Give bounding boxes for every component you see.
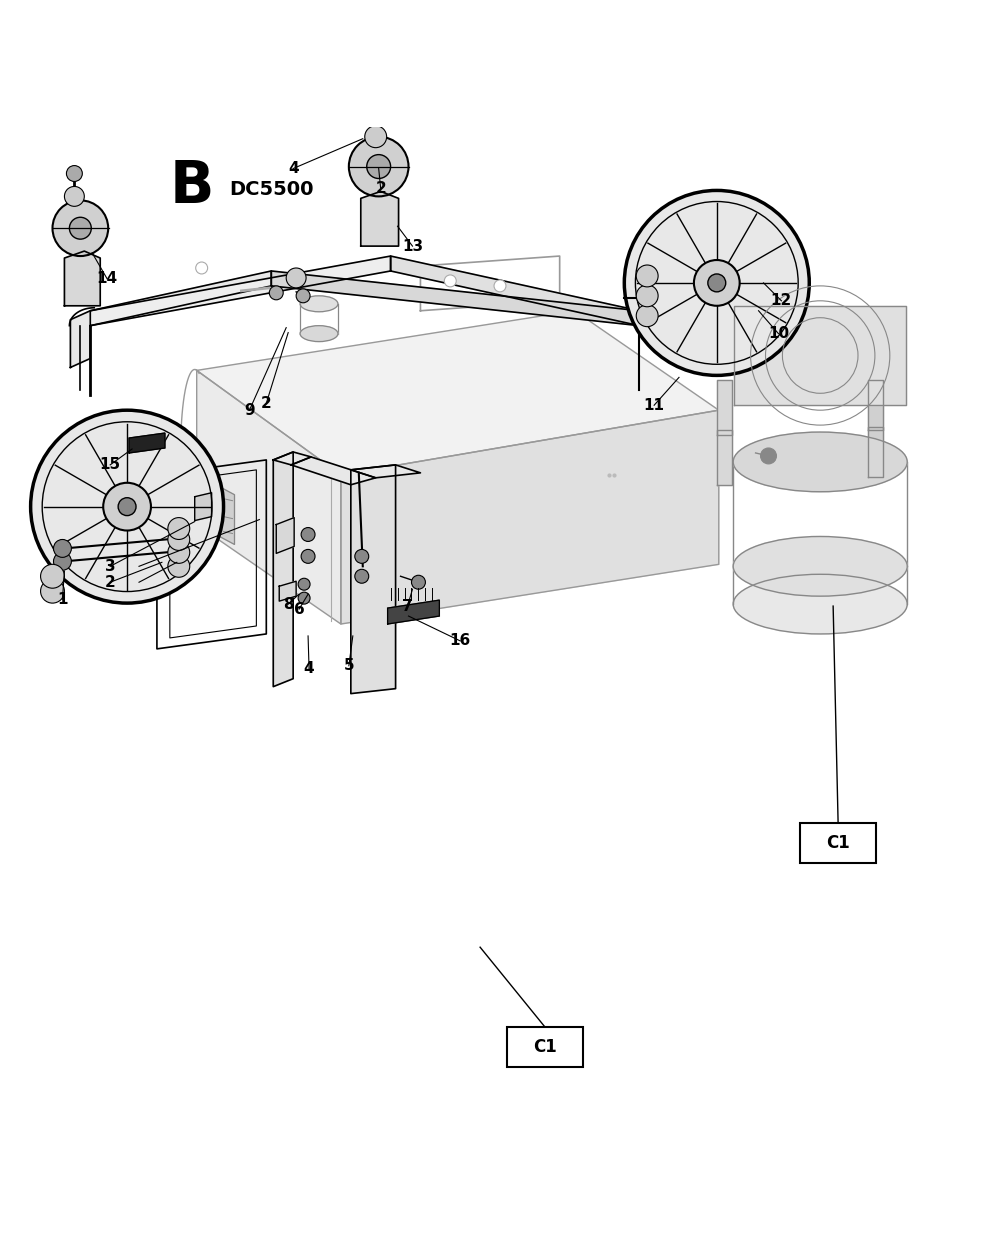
Circle shape [636,265,658,287]
Circle shape [41,564,64,588]
Text: 8: 8 [283,597,293,612]
Text: 3: 3 [105,559,115,574]
Text: B: B [169,158,214,215]
Circle shape [168,529,190,550]
Text: 12: 12 [771,293,792,308]
Polygon shape [351,466,420,478]
Circle shape [349,137,409,196]
Bar [800,822,876,862]
Circle shape [103,483,151,530]
Circle shape [708,275,726,292]
Text: C1: C1 [533,1037,557,1056]
Polygon shape [273,452,311,466]
Circle shape [301,549,315,563]
Text: 6: 6 [294,602,304,617]
Circle shape [118,498,136,515]
Circle shape [53,539,71,558]
Text: 10: 10 [768,326,789,341]
Polygon shape [271,271,639,326]
Text: 15: 15 [100,457,121,473]
Polygon shape [734,306,906,406]
Text: 2: 2 [375,181,386,196]
Polygon shape [351,466,396,694]
Ellipse shape [300,326,338,342]
Circle shape [69,217,91,240]
Circle shape [355,549,369,563]
Circle shape [367,105,385,122]
Ellipse shape [733,432,907,492]
Ellipse shape [733,574,907,634]
Polygon shape [388,600,439,624]
Circle shape [64,186,84,206]
Circle shape [444,275,456,287]
Text: 5: 5 [344,658,354,673]
Text: 2: 2 [105,575,116,590]
Polygon shape [279,582,296,602]
Text: 4: 4 [288,161,298,176]
Polygon shape [341,411,719,624]
Polygon shape [195,493,212,520]
Circle shape [31,411,224,603]
Text: 4: 4 [304,661,314,676]
Bar [507,1027,583,1067]
Text: 1: 1 [57,592,68,607]
Circle shape [168,518,190,539]
Polygon shape [868,381,883,431]
Text: DC5500: DC5500 [229,180,314,198]
Polygon shape [90,256,391,326]
Text: 14: 14 [97,271,118,287]
Circle shape [53,553,71,570]
Polygon shape [717,431,732,484]
Polygon shape [197,371,341,624]
Circle shape [355,569,369,583]
Circle shape [196,262,208,275]
Circle shape [494,280,506,292]
Polygon shape [70,271,271,367]
Polygon shape [220,487,234,544]
Polygon shape [361,191,399,246]
Ellipse shape [733,537,907,597]
Circle shape [298,578,310,590]
Circle shape [66,166,82,181]
Polygon shape [64,251,100,306]
Circle shape [298,593,310,604]
Circle shape [168,542,190,563]
Circle shape [52,201,108,256]
Circle shape [286,268,306,288]
Circle shape [761,448,776,464]
Polygon shape [129,433,165,453]
Circle shape [367,155,391,178]
Polygon shape [273,452,293,686]
Circle shape [365,126,387,147]
Text: 16: 16 [450,634,471,649]
Text: 13: 13 [402,238,423,253]
Circle shape [296,288,310,303]
Circle shape [411,575,425,589]
Circle shape [694,260,740,306]
Circle shape [168,555,190,578]
Circle shape [301,528,315,542]
Circle shape [636,305,658,327]
Text: 11: 11 [644,398,665,413]
Polygon shape [391,256,639,326]
Polygon shape [197,311,719,474]
Circle shape [41,579,64,603]
Polygon shape [276,518,294,553]
Polygon shape [868,427,883,477]
Circle shape [269,286,283,300]
Circle shape [636,285,658,307]
Ellipse shape [300,296,338,312]
Polygon shape [717,381,732,436]
Text: 9: 9 [244,403,255,418]
Text: 7: 7 [402,599,413,614]
Circle shape [624,191,809,376]
Polygon shape [291,457,376,484]
Text: C1: C1 [826,834,850,852]
Text: 2: 2 [261,396,272,411]
